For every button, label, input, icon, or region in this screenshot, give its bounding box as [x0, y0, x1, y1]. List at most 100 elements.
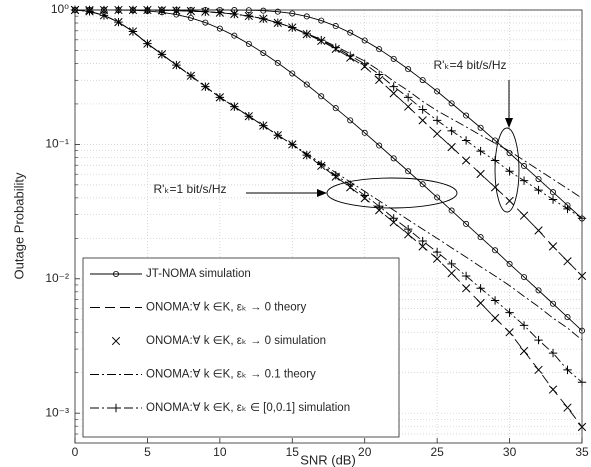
- marker-plus: [548, 195, 558, 204]
- x-tick-label: 30: [503, 445, 517, 459]
- marker-circle: [419, 181, 426, 188]
- marker-circle: [448, 100, 455, 107]
- marker-circle: [506, 260, 513, 267]
- marker-circle: [245, 40, 252, 47]
- marker-circle: [361, 37, 368, 44]
- marker-circle: [390, 55, 397, 62]
- marker-plus: [186, 6, 196, 16]
- marker-circle: [303, 13, 310, 20]
- marker-plus: [403, 224, 413, 234]
- marker-x: [461, 284, 471, 293]
- marker-circle: [260, 7, 267, 14]
- marker-plus: [346, 51, 355, 60]
- marker-circle: [303, 81, 310, 88]
- arrow-head: [317, 189, 327, 197]
- marker-x: [505, 196, 514, 206]
- marker-plus: [288, 23, 297, 32]
- y-tick-label: 10⁻²: [45, 271, 69, 285]
- y-tick-label: 10⁻¹: [45, 137, 69, 151]
- marker-circle: [535, 287, 542, 294]
- marker-circle: [492, 247, 499, 254]
- x-tick-label: 35: [575, 445, 589, 459]
- marker-plus: [259, 14, 268, 23]
- marker-plus: [490, 296, 500, 305]
- marker-plus: [244, 11, 254, 21]
- marker-circle: [564, 314, 571, 321]
- marker-circle: [187, 14, 194, 21]
- marker-x: [389, 89, 398, 98]
- x-axis-label: SNR (dB): [300, 452, 356, 467]
- marker-plus: [172, 6, 181, 15]
- marker-x: [548, 242, 558, 251]
- marker-plus: [476, 284, 485, 293]
- marker-plus: [534, 185, 543, 195]
- series-line: [74, 9, 583, 341]
- marker-circle: [434, 194, 441, 201]
- marker-circle: [274, 8, 281, 15]
- marker-x: [490, 313, 500, 323]
- marker-circle: [419, 77, 426, 84]
- marker-plus: [317, 36, 326, 45]
- marker-x: [375, 75, 384, 85]
- marker-x: [563, 257, 572, 266]
- marker-circle: [274, 59, 281, 66]
- marker-circle: [405, 66, 412, 73]
- marker-plus: [302, 29, 311, 39]
- marker-x: [447, 269, 456, 278]
- legend-label: ONOMA:∀ k ∈K, εₖ → 0.1 theory: [146, 369, 316, 381]
- marker-x: [476, 169, 485, 179]
- marker-circle: [521, 163, 528, 170]
- marker-circle: [289, 70, 296, 77]
- legend-label: ONOMA:∀ k ∈K, εₖ → 0 simulation: [146, 335, 326, 347]
- marker-plus: [505, 308, 514, 317]
- marker-circle: [521, 274, 528, 281]
- marker-circle: [318, 93, 325, 100]
- marker-circle: [113, 270, 120, 277]
- marker-x: [404, 102, 413, 111]
- marker-plus: [230, 9, 239, 19]
- marker-plus: [432, 247, 442, 257]
- marker-circle: [332, 23, 339, 30]
- marker-plus: [563, 204, 572, 214]
- marker-plus: [375, 201, 384, 211]
- marker-x: [548, 385, 558, 394]
- marker-x: [111, 336, 121, 346]
- y-tick-label: 10⁰: [51, 2, 69, 16]
- marker-plus: [331, 43, 340, 52]
- marker-x: [490, 183, 500, 192]
- arrow-head: [505, 118, 513, 128]
- marker-plus: [215, 93, 225, 102]
- marker-circle: [405, 168, 412, 175]
- marker-plus: [111, 403, 121, 413]
- marker-x: [534, 365, 543, 375]
- marker-x: [418, 242, 427, 251]
- marker-circle: [550, 300, 557, 307]
- marker-circle: [376, 142, 383, 149]
- x-tick-label: 0: [72, 445, 79, 459]
- x-tick-label: 5: [144, 445, 151, 459]
- marker-x: [534, 226, 543, 235]
- marker-circle: [231, 32, 238, 39]
- marker-plus: [418, 105, 427, 114]
- marker-plus: [476, 146, 485, 156]
- marker-circle: [492, 137, 499, 144]
- marker-circle: [506, 150, 513, 157]
- marker-x: [404, 230, 413, 239]
- marker-plus: [432, 116, 442, 125]
- marker-circle: [434, 88, 441, 95]
- marker-plus: [461, 136, 471, 145]
- plot-frame: [74, 9, 583, 444]
- marker-plus: [389, 214, 398, 223]
- marker-x: [519, 346, 529, 356]
- marker-circle: [347, 29, 354, 36]
- legend-label: ONOMA:∀ k ∈K, εₖ ∈ [0,0.1] simulation: [146, 402, 350, 414]
- marker-circle: [347, 117, 354, 124]
- marker-plus: [172, 60, 181, 70]
- series-line: [75, 9, 583, 219]
- marker-circle: [216, 25, 223, 32]
- marker-plus: [403, 93, 413, 102]
- marker-x: [418, 116, 427, 125]
- marker-plus: [186, 71, 196, 80]
- marker-plus: [331, 171, 340, 180]
- marker-circle: [448, 207, 455, 214]
